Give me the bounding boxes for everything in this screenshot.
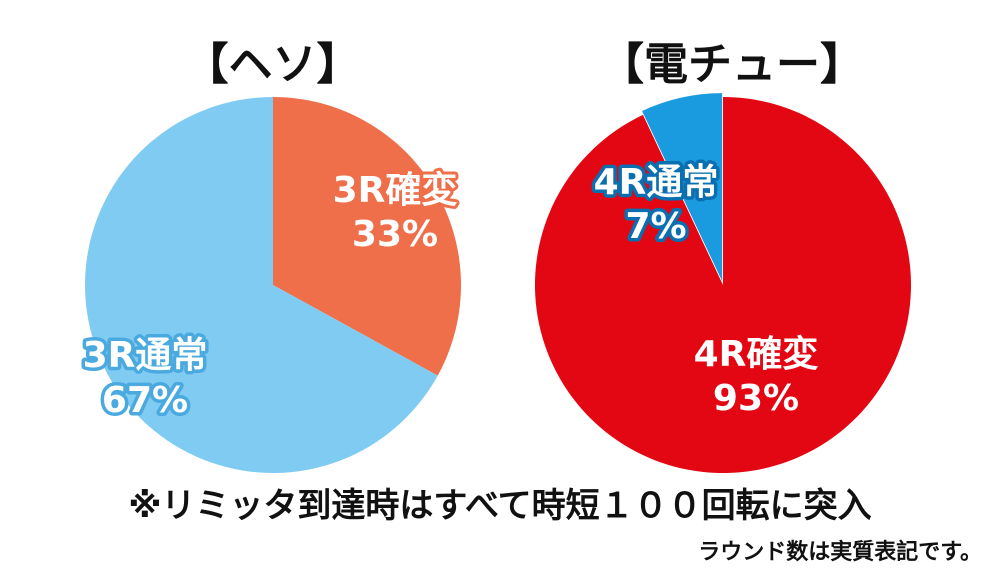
heso-value-3r-tsujo: 67% [102, 380, 188, 421]
subnote: ラウンド数は実質表記です。 [698, 540, 982, 565]
heso-slice-3r-kakuhen [273, 97, 462, 376]
heso-title: 【ヘソ】 [184, 39, 361, 90]
heso-pie: 3R確変 33% 3R通常 67% [79, 97, 462, 474]
footnote: ※リミッタ到達時はすべて時短１００回転に突入 [128, 486, 872, 526]
heso-label-3r-kakuhen: 3R確変 [333, 169, 458, 211]
denchu-slice-4r-tsujo [642, 93, 723, 282]
heso-label-3r-tsujo: 3R通常 [83, 335, 208, 376]
denchu-label-4r-kakuhen: 4R確変 [694, 333, 819, 375]
denchu-pie: 4R通常 7% 4R確変 93% [534, 93, 911, 473]
heso-value-3r-kakuhen: 33% [352, 214, 438, 255]
denchu-value-4r-kakuhen: 93% [713, 378, 799, 419]
denchu-value-4r-tsujo: 7% [625, 206, 686, 247]
denchu-slice-4r-kakuhen [534, 97, 911, 473]
denchu-label-4r-tsujo: 4R通常 [594, 162, 719, 203]
denchu-title: 【電チュー】 [600, 39, 864, 90]
heso-slice-3r-tsujo [85, 97, 438, 474]
